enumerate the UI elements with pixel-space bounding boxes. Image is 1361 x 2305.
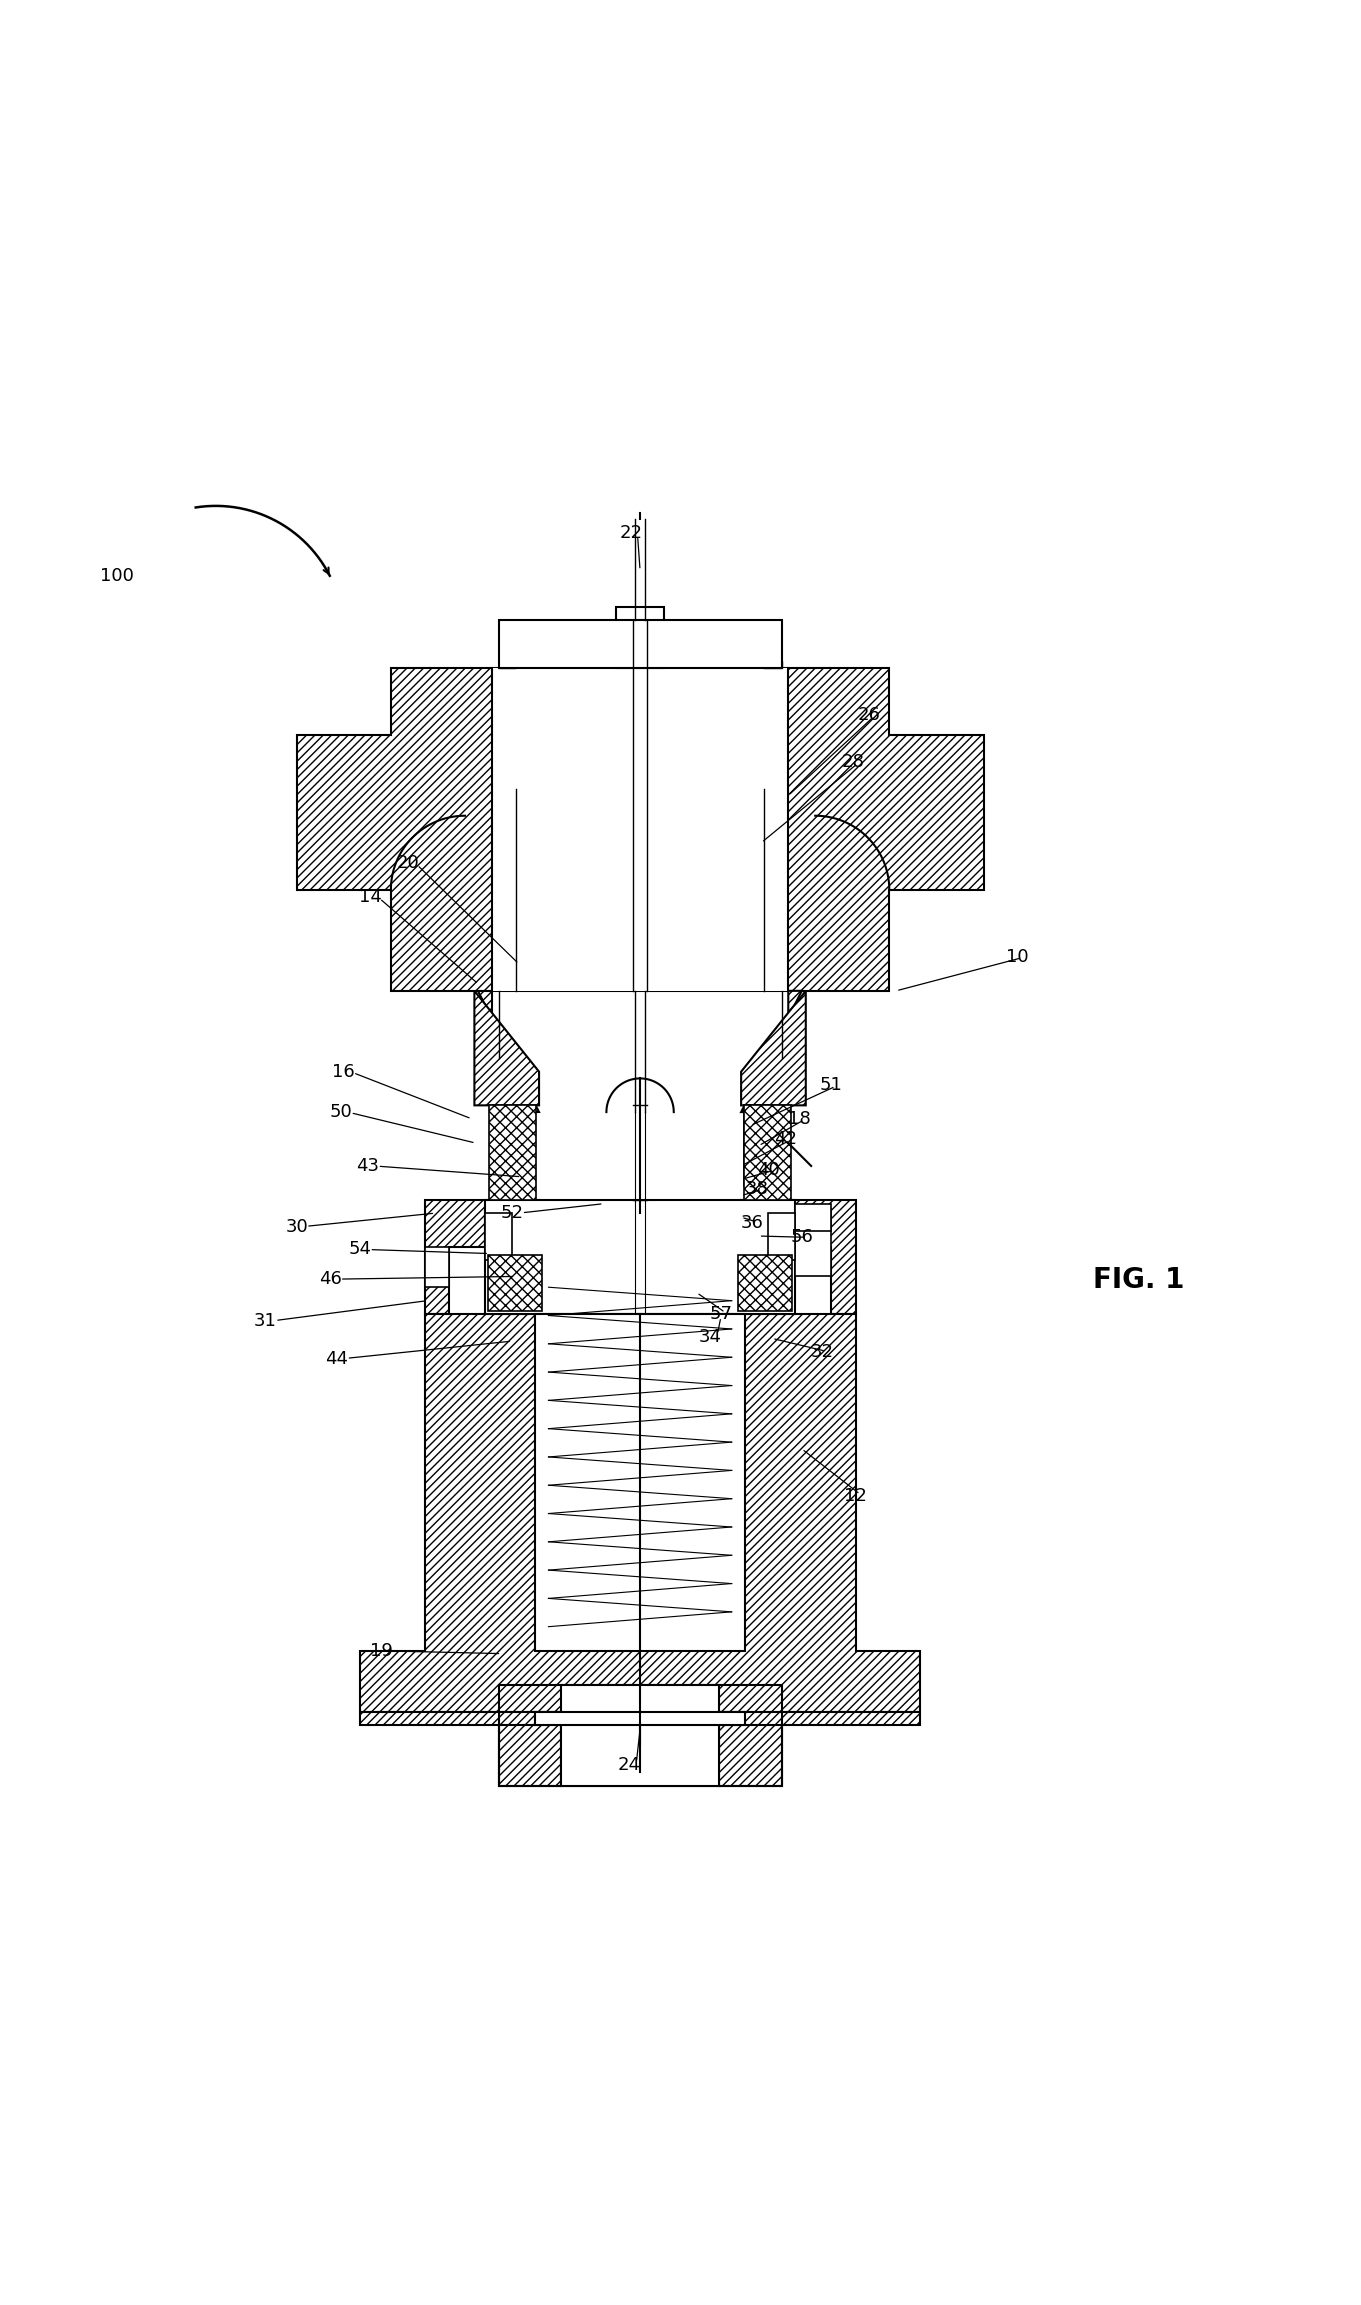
Bar bbox=[561, 1685, 720, 1786]
Bar bbox=[615, 606, 664, 668]
Bar bbox=[516, 668, 764, 991]
Polygon shape bbox=[742, 991, 802, 1111]
Text: 31: 31 bbox=[255, 1312, 278, 1330]
Text: 54: 54 bbox=[348, 1240, 372, 1259]
Text: 44: 44 bbox=[325, 1351, 348, 1367]
Bar bbox=[739, 1254, 792, 1312]
Text: 40: 40 bbox=[757, 1162, 780, 1180]
Bar bbox=[485, 1212, 512, 1261]
Polygon shape bbox=[297, 668, 984, 991]
Text: 42: 42 bbox=[774, 1129, 798, 1148]
Text: 28: 28 bbox=[841, 754, 864, 770]
Bar bbox=[359, 1713, 920, 1724]
Text: 43: 43 bbox=[357, 1157, 380, 1176]
Bar bbox=[795, 1203, 832, 1231]
Text: 36: 36 bbox=[740, 1212, 764, 1231]
Bar bbox=[720, 1685, 781, 1786]
Bar bbox=[485, 1199, 795, 1314]
Bar bbox=[491, 668, 788, 991]
Text: 57: 57 bbox=[709, 1305, 732, 1323]
Polygon shape bbox=[475, 991, 539, 1106]
Polygon shape bbox=[359, 1314, 920, 1713]
Bar bbox=[744, 1106, 791, 1199]
Text: 16: 16 bbox=[332, 1063, 355, 1081]
Text: 30: 30 bbox=[286, 1217, 308, 1235]
Bar bbox=[535, 1713, 746, 1724]
Bar bbox=[768, 1111, 787, 1180]
Polygon shape bbox=[479, 991, 539, 1111]
Text: 18: 18 bbox=[788, 1109, 810, 1127]
Bar bbox=[498, 1685, 781, 1786]
Bar bbox=[744, 1106, 768, 1187]
Text: 38: 38 bbox=[746, 1180, 769, 1199]
Bar bbox=[498, 662, 781, 668]
Text: 100: 100 bbox=[101, 567, 135, 585]
Bar bbox=[768, 1212, 795, 1261]
Bar bbox=[425, 1247, 449, 1286]
Bar bbox=[795, 1210, 832, 1277]
Polygon shape bbox=[425, 1199, 539, 1314]
Text: 51: 51 bbox=[819, 1076, 842, 1095]
Polygon shape bbox=[742, 1199, 856, 1314]
Bar bbox=[498, 1685, 561, 1786]
Text: 12: 12 bbox=[844, 1487, 867, 1505]
Text: FIG. 1: FIG. 1 bbox=[1093, 1265, 1184, 1295]
Text: 50: 50 bbox=[329, 1104, 352, 1120]
Text: 22: 22 bbox=[619, 523, 642, 542]
Text: 56: 56 bbox=[791, 1229, 813, 1247]
Bar bbox=[498, 620, 781, 668]
Bar bbox=[489, 1106, 536, 1199]
Text: 20: 20 bbox=[397, 853, 419, 871]
Text: 26: 26 bbox=[857, 705, 881, 724]
Text: 14: 14 bbox=[359, 887, 382, 906]
Text: 34: 34 bbox=[698, 1328, 721, 1346]
Text: 46: 46 bbox=[318, 1270, 342, 1288]
Text: 19: 19 bbox=[370, 1641, 393, 1660]
Text: 10: 10 bbox=[1006, 947, 1029, 966]
Bar bbox=[535, 1314, 746, 1650]
Text: 24: 24 bbox=[618, 1756, 641, 1775]
Polygon shape bbox=[742, 991, 806, 1106]
Text: 32: 32 bbox=[810, 1344, 833, 1360]
Text: 52: 52 bbox=[501, 1203, 524, 1222]
Bar bbox=[487, 1254, 542, 1312]
